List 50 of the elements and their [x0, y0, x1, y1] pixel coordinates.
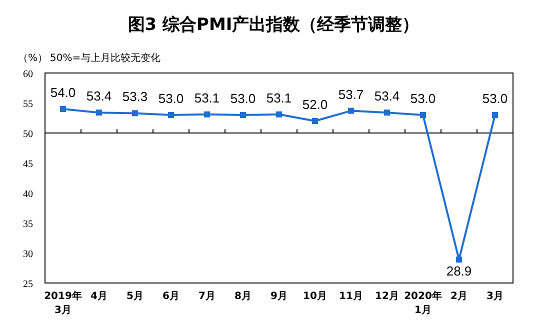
data-label: 53.0 [230, 91, 256, 106]
y-tick-label: 40 [23, 189, 33, 200]
chart-title: 图3 综合PMI产出指数（经季节调整） [128, 15, 420, 35]
data-label: 53.0 [158, 91, 184, 106]
point [276, 111, 282, 118]
x-tick-label: 2月 [450, 291, 468, 302]
x-tick-label: 4月 [90, 291, 108, 302]
y-tick-label: 45 [23, 159, 33, 170]
y-tick-label: 30 [23, 249, 33, 260]
data-label: 53.7 [338, 86, 364, 102]
point [456, 256, 462, 263]
x-tick-label: 3月 [486, 291, 504, 302]
x-tick-label: 8月 [234, 291, 252, 302]
x-tick-label: 6月 [162, 291, 180, 302]
text: 50%=与上月比较无变化 [50, 52, 161, 64]
point [312, 118, 318, 124]
y-tick-label: 55 [23, 99, 33, 110]
data-label: 28.9 [446, 264, 472, 279]
data-label: 53.1 [194, 90, 220, 106]
x-tick-label: 2020年 1月 [404, 290, 442, 316]
point [384, 110, 390, 116]
y-tick-label: 50 [23, 129, 33, 140]
x-tick-label: 9月 [270, 291, 288, 302]
data-label: 52.0 [302, 97, 328, 112]
y-tick-label: 25 [23, 279, 33, 290]
point [348, 108, 354, 114]
x-tick-label: 11月 [339, 291, 363, 302]
point [420, 112, 426, 118]
data-label: 53.3 [122, 89, 148, 104]
point [132, 110, 138, 116]
point [96, 110, 102, 116]
data-label: 54.0 [50, 85, 76, 100]
y-tick-label: 35 [23, 219, 33, 230]
data-label: 53.1 [266, 90, 292, 106]
point [204, 111, 210, 118]
point [60, 106, 66, 112]
x-tick-label: 2019年 3月 [44, 290, 82, 316]
data-label: 53.0 [482, 91, 508, 106]
x-tick-label: 12月 [375, 291, 399, 302]
y-tick-label: 60 [23, 69, 33, 80]
point [240, 112, 246, 118]
data-label: 53.4 [374, 88, 400, 104]
data-label: 53.4 [86, 88, 112, 104]
x-tick-label: 7月 [198, 291, 216, 302]
x-tick-label: 5月 [126, 291, 144, 302]
point [492, 112, 498, 118]
point [168, 112, 174, 118]
y-axis-title: （%） [18, 53, 48, 64]
data-label: 53.0 [410, 91, 436, 106]
x-tick-label: 10月 [303, 291, 327, 302]
